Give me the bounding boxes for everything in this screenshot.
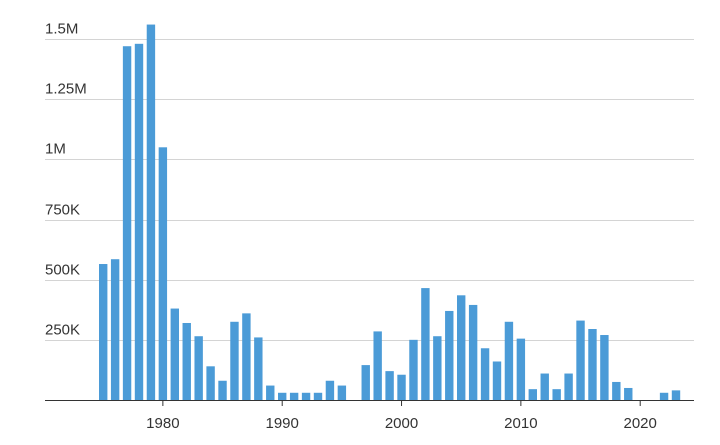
bar-2003 (433, 336, 442, 400)
bar-1990 (278, 392, 287, 400)
y-tick-label: 250K (45, 322, 80, 339)
bar-1982 (182, 322, 191, 400)
bar-1983 (194, 336, 203, 400)
x-tick-label: 1980 (146, 415, 179, 432)
bar-1989 (266, 385, 275, 400)
bar-2009 (504, 321, 514, 400)
bar-2022 (659, 392, 669, 400)
y-tick-labels: 250K 500K 750K 1M 1.25M 1.5M (45, 21, 87, 339)
x-tick-label: 2020 (624, 415, 657, 432)
bar-2011 (528, 389, 537, 400)
bar-1979 (146, 24, 156, 401)
bar-2012 (540, 373, 549, 400)
bar-1988 (254, 337, 263, 400)
bar-2015 (576, 320, 585, 400)
y-tick-label: 500K (45, 262, 80, 279)
bar-2018 (612, 381, 621, 400)
x-tick-label: 1990 (266, 415, 299, 432)
bar-1997 (361, 365, 370, 400)
bar-2017 (600, 335, 609, 400)
bar-1980 (158, 147, 168, 400)
bar-1984 (206, 366, 215, 400)
bar-1993 (313, 392, 323, 400)
bar-1995 (337, 385, 347, 400)
bar-1994 (325, 380, 335, 400)
bar-1978 (134, 43, 144, 401)
bar-2019 (624, 387, 633, 400)
bar-1976 (110, 259, 120, 400)
bar-2016 (588, 329, 597, 400)
bar-1987 (242, 313, 251, 400)
bar-1981 (170, 308, 179, 400)
bars (99, 24, 681, 401)
x-axis (45, 400, 694, 406)
bar-2008 (492, 361, 502, 400)
bar-2000 (397, 374, 406, 400)
y-tick-label: 750K (45, 202, 80, 219)
bar-1975 (99, 264, 108, 400)
bar-1998 (373, 331, 382, 400)
bar-1999 (385, 371, 394, 400)
x-tick-label: 2010 (504, 415, 537, 432)
bar-2005 (457, 295, 466, 400)
bar-2007 (480, 348, 490, 400)
bar-1986 (230, 321, 239, 400)
y-tick-label: 1M (45, 141, 66, 158)
bar-2014 (564, 373, 573, 400)
x-tick-label: 2000 (385, 415, 418, 432)
bar-2013 (552, 389, 561, 400)
bar-1977 (122, 46, 132, 400)
bar-2006 (468, 304, 478, 400)
bar-1992 (301, 392, 311, 400)
bar-2010 (516, 338, 526, 400)
bar-2002 (421, 288, 430, 400)
bar-2001 (409, 339, 418, 400)
y-tick-label: 1.5M (45, 21, 78, 38)
bar-1991 (289, 392, 299, 400)
bar-1985 (218, 380, 227, 400)
x-tick-labels: 1980 1990 2000 2010 2020 (146, 415, 657, 432)
bar-2023 (671, 390, 681, 400)
y-tick-label: 1.25M (45, 81, 87, 98)
bar-2004 (445, 310, 454, 400)
